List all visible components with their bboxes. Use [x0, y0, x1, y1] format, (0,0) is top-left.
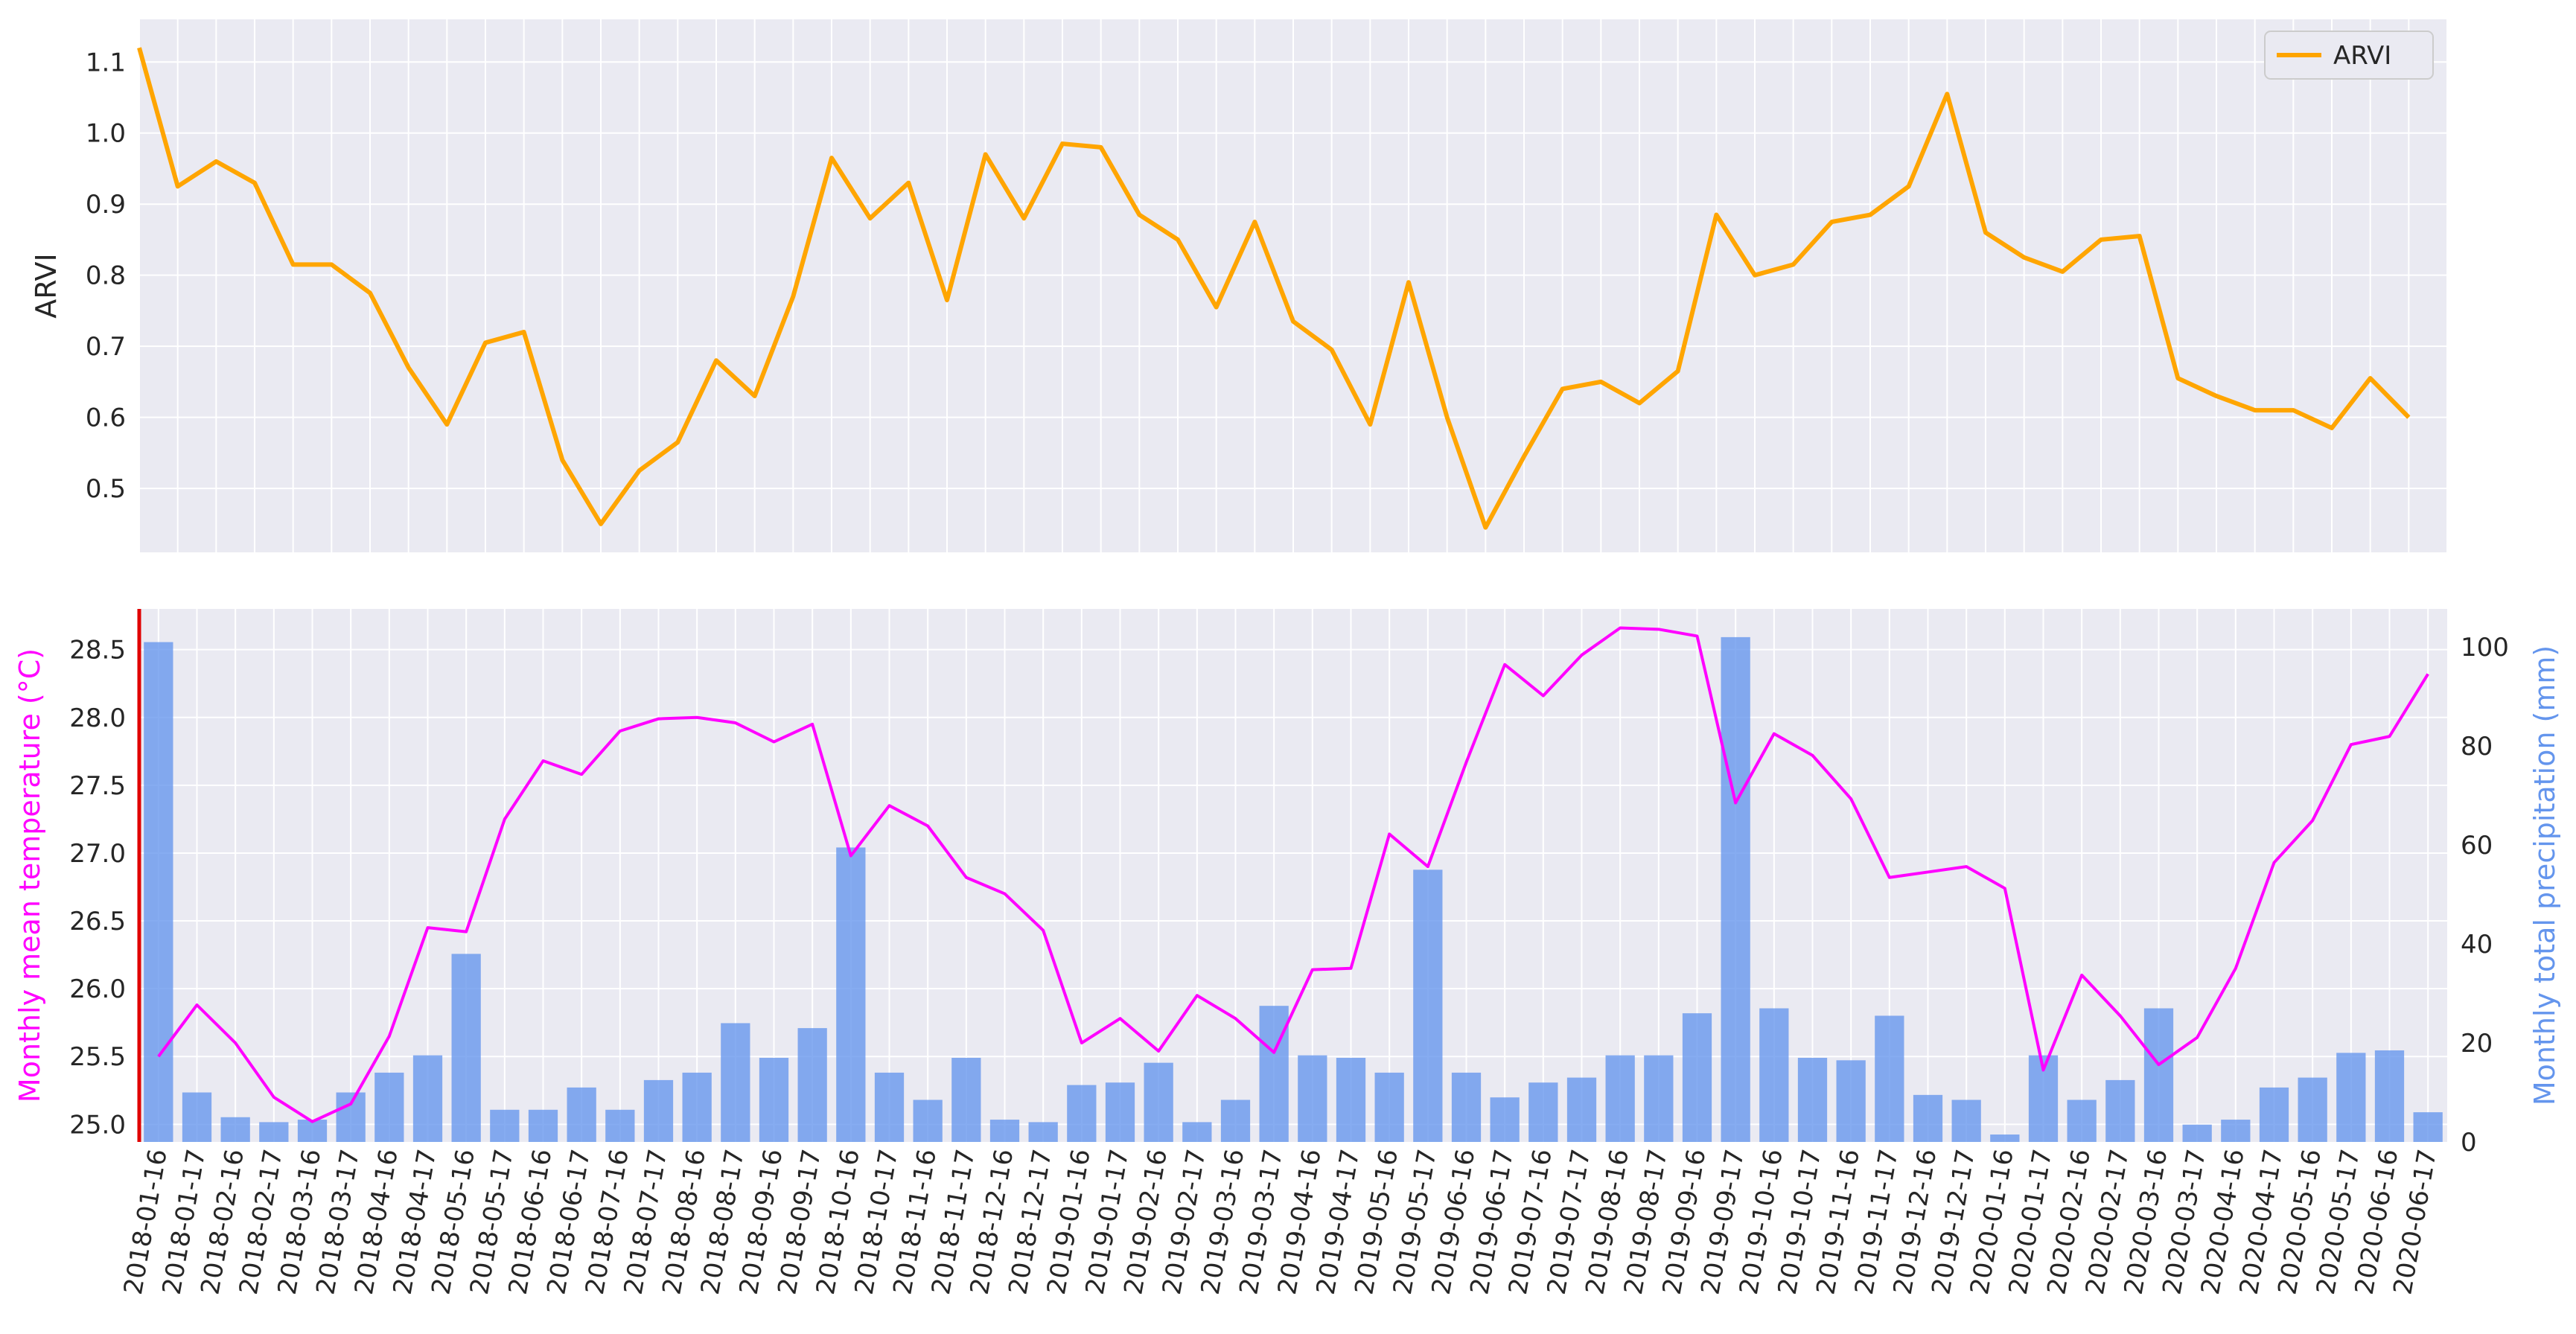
precipitation-bar	[721, 1023, 750, 1142]
precipitation-bar	[1067, 1085, 1097, 1142]
precipitation-bar	[1836, 1060, 1866, 1142]
precipitation-y-tick-label: 0	[2461, 1128, 2477, 1158]
precipitation-bar	[1182, 1122, 1212, 1142]
precipitation-bar	[913, 1100, 943, 1142]
precipitation-bar	[2105, 1079, 2135, 1142]
precipitation-bar	[1797, 1057, 1828, 1142]
precipitation-bar	[259, 1122, 289, 1142]
arvi-grid	[138, 19, 2448, 552]
precipitation-y-ticks: 0 20 40 60 80 100	[2461, 633, 2509, 1158]
arvi-y-tick-label: 0.7	[86, 332, 126, 362]
precipitation-bar	[1644, 1055, 1674, 1142]
arvi-y-tick-label: 1.0	[86, 119, 126, 149]
temperature-y-tick-label: 27.5	[69, 771, 126, 801]
precipitation-bar	[951, 1057, 981, 1142]
precipitation-bar	[1566, 1077, 1597, 1142]
precipitation-bar	[1528, 1082, 1558, 1142]
precipitation-bar	[682, 1072, 712, 1142]
precipitation-axis-label: Monthly total precipitation (mm)	[2528, 645, 2561, 1105]
precipitation-bar	[2221, 1120, 2251, 1142]
precipitation-bar	[1336, 1057, 1366, 1142]
temperature-line	[157, 626, 2429, 1123]
precipitation-bar	[836, 847, 866, 1142]
date-x-ticks: 2018-01-162018-01-172018-02-162018-02-17…	[118, 1147, 2443, 1298]
arvi-y-tick-label: 0.6	[86, 403, 126, 433]
precipitation-bar	[1220, 1100, 1251, 1142]
precipitation-bar	[643, 1079, 674, 1142]
temperature-y-tick-label: 25.0	[69, 1110, 126, 1140]
precipitation-bar	[2067, 1100, 2097, 1142]
precipitation-bar	[2182, 1124, 2212, 1142]
climate-plot-background	[139, 609, 2447, 1142]
precipitation-bar	[1374, 1072, 1404, 1142]
temperature-y-tick-label: 26.0	[69, 974, 126, 1004]
temperature-axis-label: Monthly mean temperature (°C)	[13, 648, 46, 1102]
precipitation-bar	[490, 1109, 520, 1142]
precipitation-bar	[2143, 1008, 2174, 1142]
precipitation-bar	[874, 1072, 905, 1142]
precipitation-bar	[1298, 1055, 1327, 1142]
precipitation-bar	[1490, 1097, 1520, 1142]
arvi-y-tick-label: 1.1	[86, 48, 126, 77]
precipitation-bar	[2336, 1053, 2366, 1142]
precipitation-bar	[989, 1120, 1020, 1142]
precipitation-bars	[144, 636, 2443, 1142]
precipitation-bar	[144, 642, 173, 1142]
precipitation-bar	[759, 1057, 789, 1142]
precipitation-bar	[451, 954, 481, 1142]
temperature-y-tick-label: 28.5	[69, 636, 126, 666]
precipitation-bar	[797, 1028, 827, 1142]
precipitation-bar	[2298, 1077, 2327, 1142]
precipitation-bar	[336, 1092, 366, 1142]
temperature-y-ticks: 25.0 25.5 26.0 26.5 27.0 27.5 28.0 28.5	[69, 636, 126, 1140]
precipitation-y-tick-label: 40	[2461, 930, 2493, 960]
arvi-y-axis-label: ARVI	[30, 253, 63, 319]
precipitation-bar	[1028, 1122, 1058, 1142]
precipitation-y-tick-label: 60	[2461, 831, 2493, 861]
temperature-y-tick-label: 25.5	[69, 1042, 126, 1072]
legend-frame	[2264, 31, 2434, 80]
temperature-y-tick-label: 27.0	[69, 839, 126, 869]
precipitation-bar	[1413, 869, 1443, 1142]
precipitation-bar	[1105, 1082, 1135, 1142]
legend-label-arvi: ARVI	[2333, 41, 2391, 71]
precipitation-bar	[1875, 1015, 1904, 1142]
precipitation-bar	[1605, 1055, 1635, 1142]
precipitation-bar	[605, 1109, 635, 1142]
arvi-panel: 0.5 0.6 0.7 0.8 0.9 1.0 1.1 ARVI ARVI	[30, 19, 2448, 552]
precipitation-bar	[2259, 1087, 2289, 1142]
arvi-y-ticks: 0.5 0.6 0.7 0.8 0.9 1.0 1.1	[86, 48, 126, 504]
temperature-y-tick-label: 28.0	[69, 703, 126, 733]
precipitation-bar	[1990, 1134, 2020, 1142]
precipitation-bar	[1259, 1006, 1289, 1142]
precipitation-bar	[1951, 1100, 1981, 1142]
precipitation-bar	[1913, 1094, 1943, 1142]
precipitation-bar	[182, 1092, 212, 1142]
precipitation-bar	[297, 1120, 328, 1142]
arvi-line	[137, 47, 2411, 530]
precipitation-y-tick-label: 20	[2461, 1029, 2493, 1059]
precipitation-bar	[1682, 1013, 1712, 1142]
precipitation-bar	[2413, 1112, 2443, 1142]
precipitation-bar	[220, 1117, 250, 1142]
temperature-y-tick-label: 26.5	[69, 907, 126, 936]
climate-panel: 25.0 25.5 26.0 26.5 27.0 27.5 28.0 28.5 0 20 40 60…	[13, 609, 2561, 1297]
arvi-legend: ARVI	[2264, 31, 2434, 80]
arvi-y-tick-label: 0.9	[86, 190, 126, 220]
precipitation-bar	[528, 1109, 558, 1142]
precipitation-y-tick-label: 80	[2461, 732, 2493, 762]
arvi-y-tick-label: 0.5	[86, 474, 126, 504]
precipitation-bar	[1144, 1062, 1173, 1142]
precipitation-bar	[567, 1087, 596, 1142]
precipitation-bar	[1721, 636, 1750, 1142]
precipitation-y-tick-label: 100	[2461, 633, 2509, 663]
precipitation-bar	[1759, 1008, 1789, 1142]
precipitation-bar	[1451, 1072, 1482, 1142]
precipitation-bar	[412, 1055, 443, 1142]
precipitation-bar	[2374, 1050, 2405, 1142]
precipitation-bar	[374, 1072, 404, 1142]
arvi-y-tick-label: 0.8	[86, 261, 126, 291]
